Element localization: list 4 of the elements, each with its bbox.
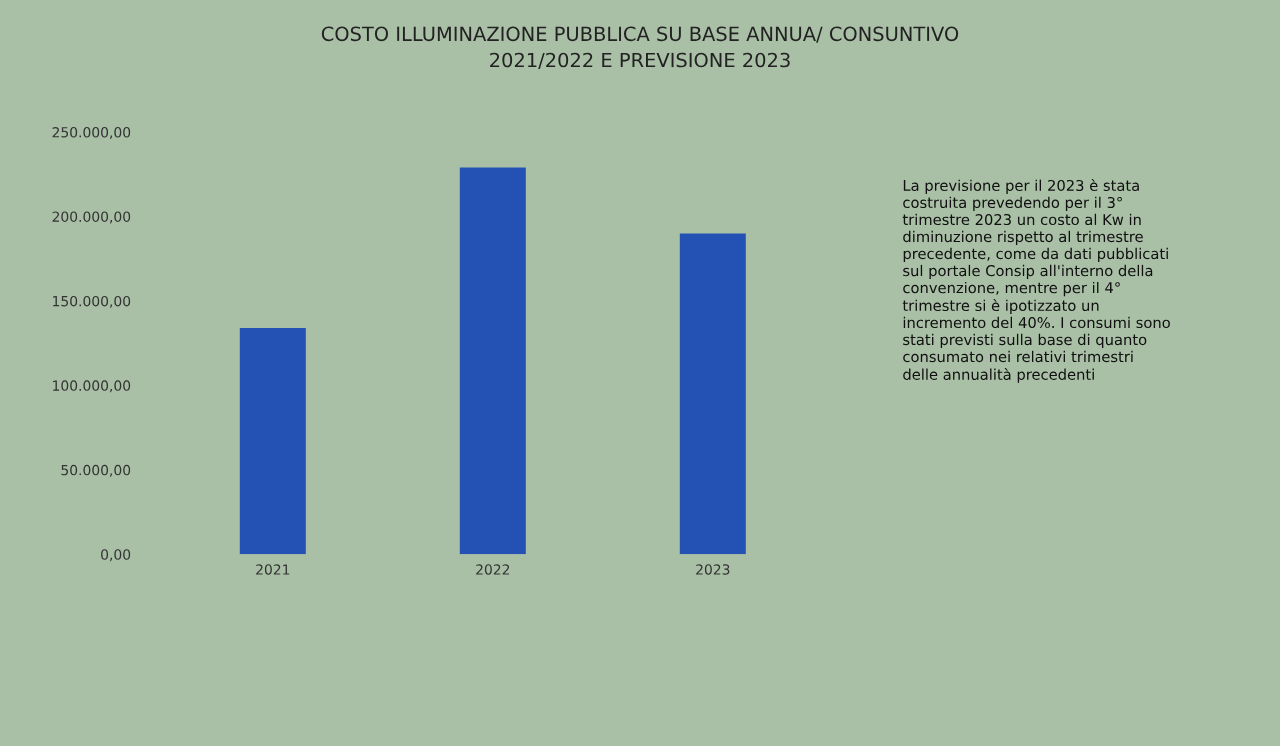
bar xyxy=(459,167,526,555)
bar xyxy=(679,233,746,555)
chart-title: COSTO ILLUMINAZIONE PUBBLICA SU BASE ANNUA/ CONSUNTIVO 2021/2022 E PREVISIONE 2023 xyxy=(321,26,959,69)
bar xyxy=(239,327,306,555)
